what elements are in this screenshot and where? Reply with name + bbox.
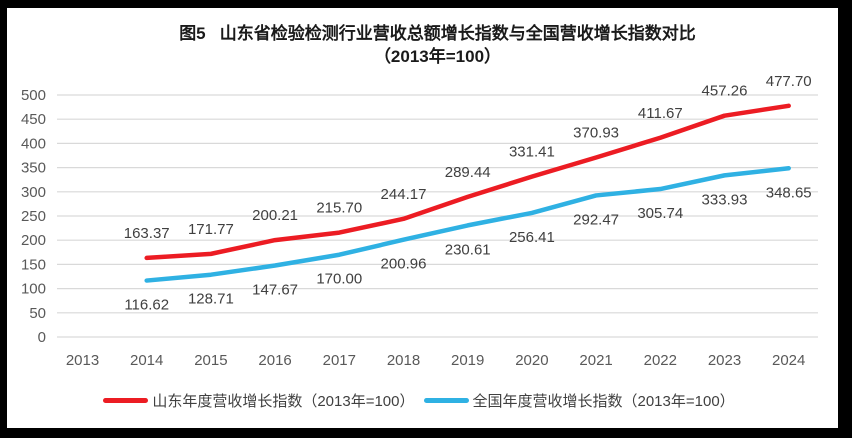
chart-title: 图5 山东省检验检测行业营收总额增长指数与全国营收增长指数对比 xyxy=(179,24,696,43)
legend-item-shandong: 山东年度营收增长指数（2013年=100） xyxy=(103,390,415,411)
legend-item-national: 全国年度营收增长指数（2013年=100） xyxy=(423,390,735,411)
legend-label-shandong: 山东年度营收增长指数（2013年=100） xyxy=(152,393,415,410)
legend-line-swatch-national xyxy=(423,398,469,403)
legend-line-swatch-shandong xyxy=(103,398,149,403)
legend-label-national: 全国年度营收增长指数（2013年=100） xyxy=(472,393,735,410)
legend: 山东年度营收增长指数（2013年=100） 全国年度营收增长指数（2013年=1… xyxy=(0,390,838,411)
chart-canvas xyxy=(7,8,838,428)
chart-subtitle: （2013年=100） xyxy=(373,47,502,66)
